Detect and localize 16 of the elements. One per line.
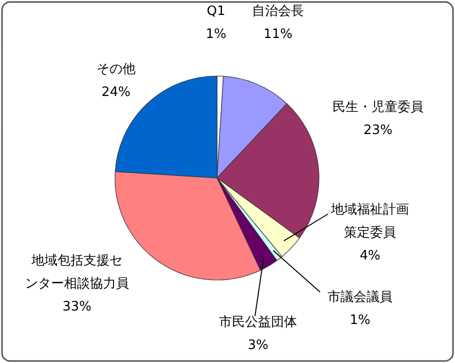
data-label: 3%	[248, 338, 268, 354]
data-label: 33%	[62, 300, 92, 315]
slice-label: 地域包括支援センター相談協力員	[25, 254, 129, 292]
data-label: 4%	[360, 248, 380, 264]
slice-label: 民生・児童委員	[332, 99, 424, 116]
slice-label: 地域福祉計画策定委員	[330, 202, 409, 241]
slice-label: 市議会議員	[328, 290, 392, 306]
data-label: 24%	[102, 85, 130, 100]
data-label: 23%	[364, 123, 392, 138]
data-label: 1%	[350, 313, 370, 328]
slice-label: 市民公益団体	[219, 315, 297, 330]
slice-label: Q1	[206, 4, 226, 20]
slice-label: その他	[96, 62, 136, 78]
data-label: 1%	[206, 27, 226, 42]
slice-label: 自治会長	[252, 4, 304, 20]
data-label: 11%	[264, 27, 292, 42]
